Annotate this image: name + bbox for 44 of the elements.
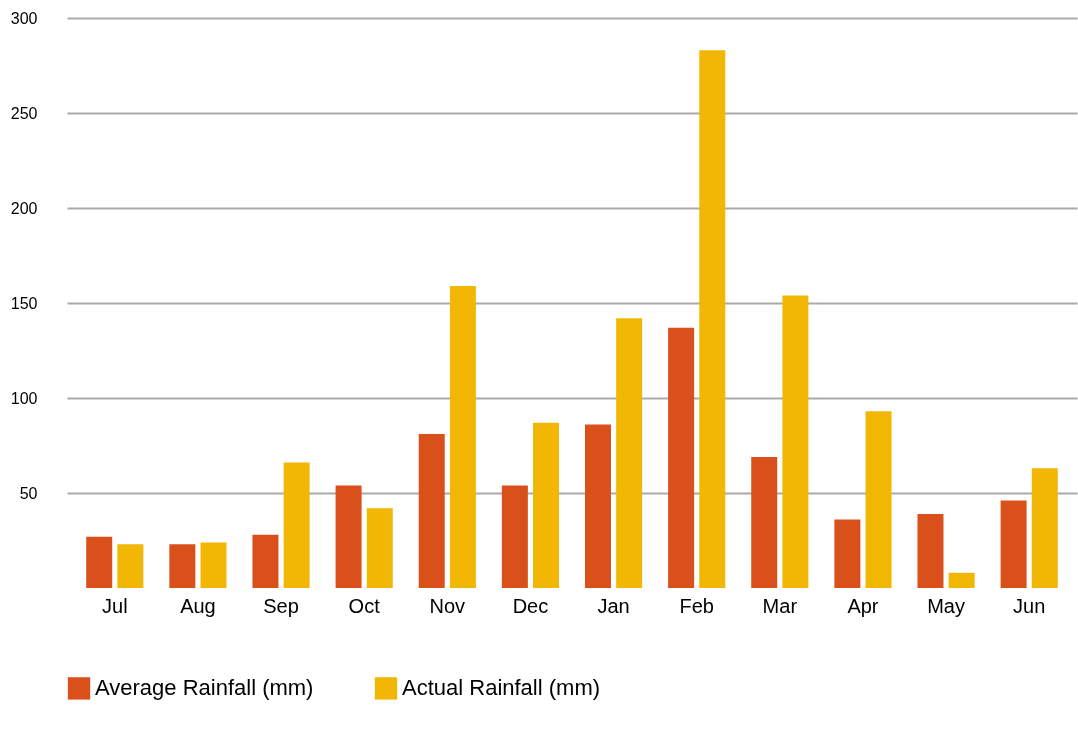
x-tick-label: Jan xyxy=(597,594,630,617)
y-tick-label: 50 xyxy=(19,484,38,502)
bar xyxy=(169,544,196,588)
x-tick-label: Apr xyxy=(847,594,879,617)
bar xyxy=(449,285,476,588)
y-tick-label: 100 xyxy=(10,389,38,407)
y-tick-label: 300 xyxy=(10,9,38,27)
bar xyxy=(668,327,695,588)
bar xyxy=(584,424,611,588)
x-tick-label: Aug xyxy=(180,594,216,617)
bar xyxy=(699,50,726,588)
x-tick-label: Jun xyxy=(1013,594,1046,617)
bar xyxy=(782,295,809,588)
bar xyxy=(252,534,279,588)
bar xyxy=(86,536,113,588)
x-tick-label: May xyxy=(927,594,965,617)
bar xyxy=(200,542,227,588)
x-tick-label: Dec xyxy=(512,594,549,617)
bar xyxy=(948,572,975,588)
bar xyxy=(418,434,445,588)
y-tick-label: 150 xyxy=(10,294,38,312)
x-tick-label: Sep xyxy=(263,594,299,617)
bar xyxy=(283,462,310,588)
y-tick-label: 200 xyxy=(10,199,38,217)
x-tick-label: Jul xyxy=(102,594,128,617)
bar xyxy=(751,456,778,588)
bar xyxy=(366,508,393,588)
x-tick-label: Feb xyxy=(679,594,714,617)
bar xyxy=(834,519,861,588)
legend-label: Average Rainfall (mm) xyxy=(95,675,314,701)
x-tick-label: Nov xyxy=(429,594,466,617)
bar xyxy=(865,411,892,588)
bar xyxy=(917,513,944,588)
bar xyxy=(533,422,560,588)
bar xyxy=(616,318,643,588)
bar xyxy=(117,544,144,588)
bar xyxy=(1000,500,1027,588)
y-tick-label: 250 xyxy=(10,104,38,122)
x-tick-label: Oct xyxy=(348,594,381,617)
bar xyxy=(1031,468,1058,588)
x-tick-label: Mar xyxy=(762,594,798,617)
bar xyxy=(335,485,362,588)
legend-label: Actual Rainfall (mm) xyxy=(402,675,601,701)
bar xyxy=(501,485,528,588)
